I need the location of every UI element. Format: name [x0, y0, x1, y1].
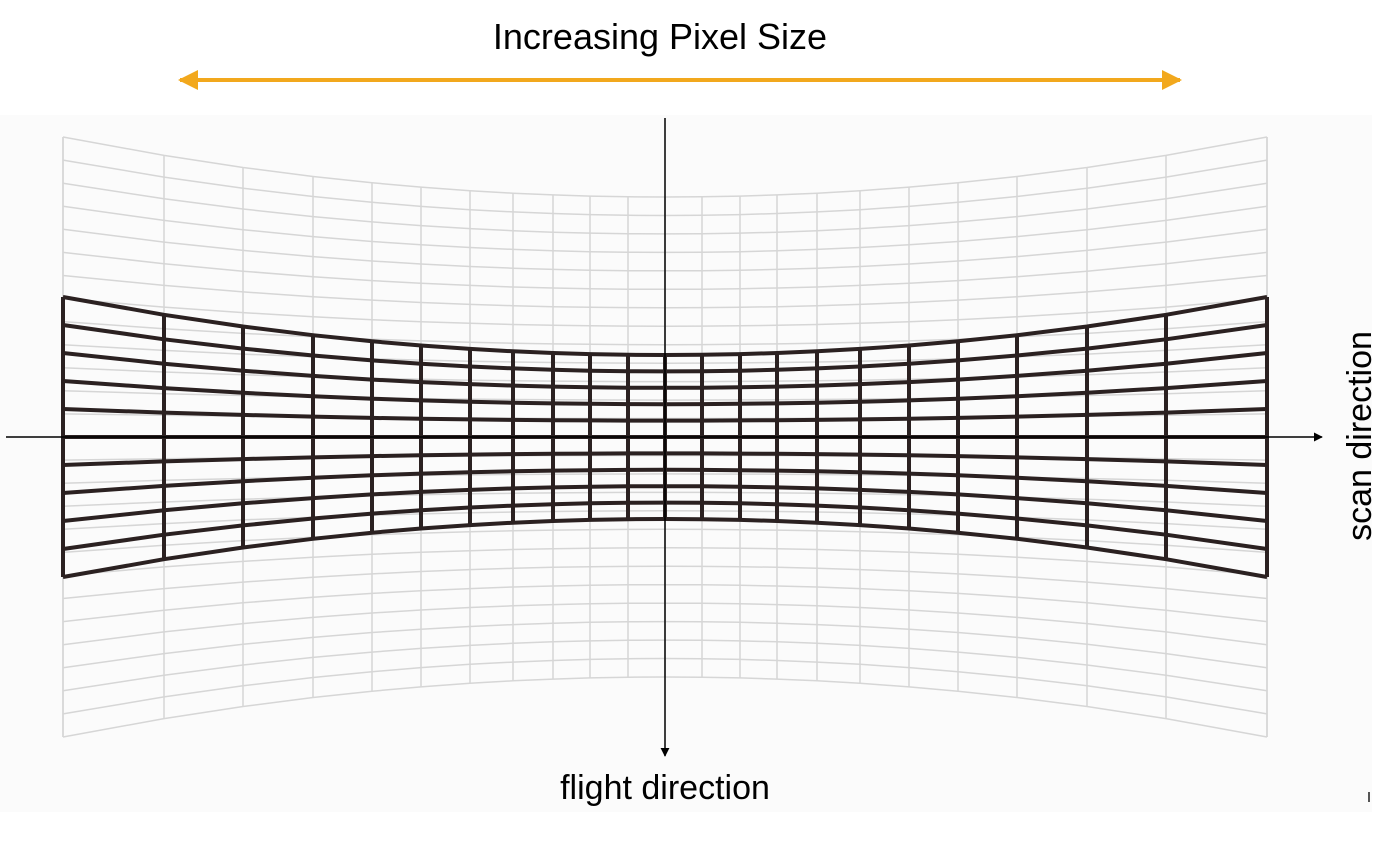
diagram-panel [0, 115, 1372, 812]
flight-direction-label: flight direction [560, 769, 770, 807]
edge-artifact-mark [1368, 792, 1370, 802]
diagram-title: Increasing Pixel Size [492, 16, 828, 57]
scan-direction-label: scan direction [1341, 331, 1379, 541]
